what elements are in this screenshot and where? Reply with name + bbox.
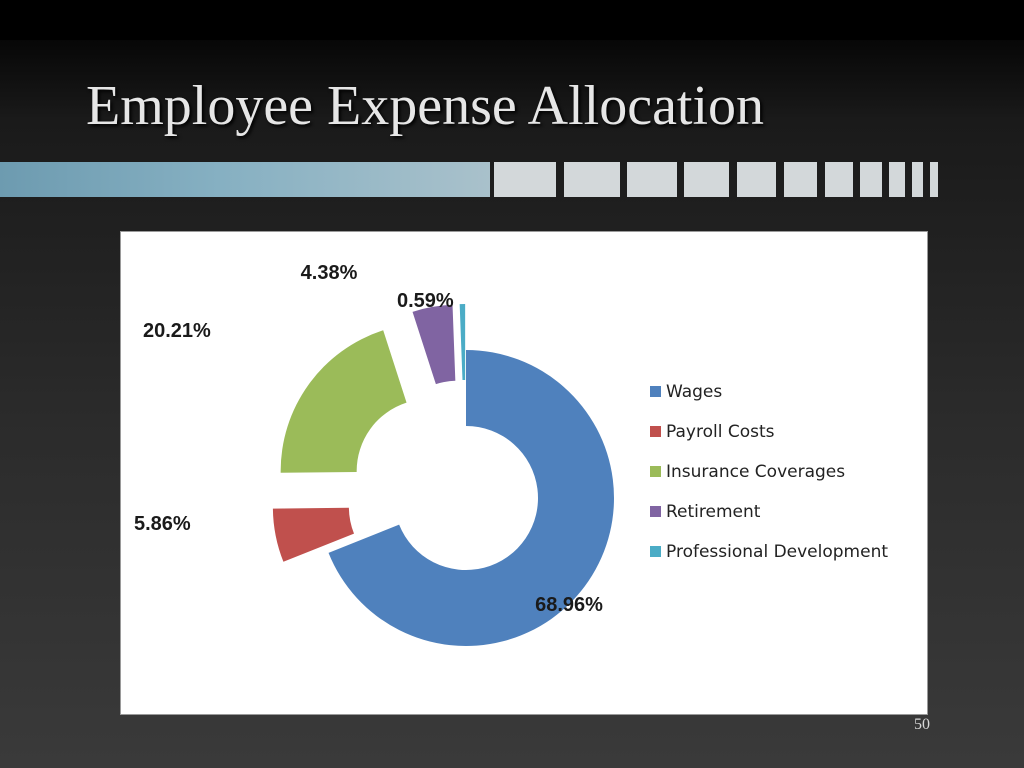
- slice-payroll-costs: [272, 507, 354, 562]
- slice-label-retirement: 4.38%: [301, 262, 358, 284]
- chart-panel: 68.96% 5.86% 20.21% 4.38% 0.59% Wages Payroll…: [120, 231, 928, 715]
- doughnut-chart: 68.96% 5.86% 20.21% 4.38% 0.59% Wages Payroll…: [134, 262, 888, 646]
- slice-retirement: [412, 304, 456, 385]
- accent-block: [889, 162, 905, 197]
- slice-professional-development: [459, 304, 466, 381]
- accent-block: [564, 162, 620, 197]
- accent-block: [860, 162, 882, 197]
- accent-block: [494, 162, 556, 197]
- accent-block: [912, 162, 923, 197]
- slice-label-insurance-coverages: 20.21%: [143, 320, 211, 342]
- legend-label: Professional Development: [666, 542, 888, 562]
- title-accent-bar: [0, 162, 490, 197]
- page-number: 50: [914, 716, 930, 733]
- slice-wages: [328, 350, 615, 646]
- legend-swatch: [650, 506, 661, 517]
- slice-label-payroll-costs: 5.86%: [134, 513, 191, 535]
- legend-swatch: [650, 386, 661, 397]
- legend-swatch: [650, 546, 661, 557]
- slide-title: Employee Expense Allocation: [86, 75, 765, 137]
- legend-label: Insurance Coverages: [666, 462, 845, 482]
- accent-block: [825, 162, 853, 197]
- legend-swatch: [650, 426, 661, 437]
- title-accent-blocks: [0, 162, 1024, 197]
- slide-top-strip: [0, 0, 1024, 40]
- accent-block: [627, 162, 677, 197]
- legend-label: Retirement: [666, 502, 761, 522]
- slice-label-wages: 68.96%: [535, 594, 603, 616]
- slice-label-professional-development: 0.59%: [397, 290, 454, 312]
- slice-insurance-coverages: [280, 330, 407, 473]
- accent-block: [684, 162, 729, 197]
- accent-block: [737, 162, 776, 197]
- legend-label: Wages: [666, 382, 722, 402]
- legend-label: Payroll Costs: [666, 422, 775, 442]
- accent-block: [784, 162, 817, 197]
- legend-swatch: [650, 466, 661, 477]
- accent-block: [930, 162, 938, 197]
